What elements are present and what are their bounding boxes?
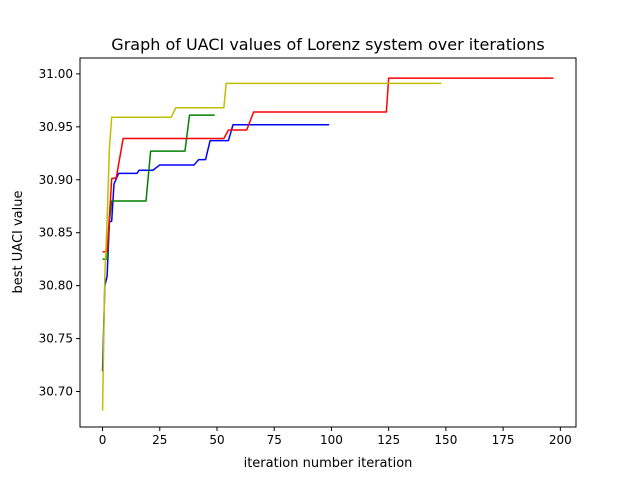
y-tick-label: 30.70	[39, 385, 73, 399]
x-tick-label: 50	[209, 433, 224, 447]
series-line-3	[102, 77, 554, 253]
x-tick-label: 0	[99, 433, 107, 447]
x-tick-label: 100	[320, 433, 343, 447]
y-tick-label: 31.00	[39, 67, 73, 81]
x-tick-label: 125	[377, 433, 400, 447]
y-axis: 30.70 30.75 30.80 30.85 30.90 30.95 31.00	[39, 67, 80, 399]
x-tick-label: 200	[549, 433, 572, 447]
series-layer	[101, 77, 554, 411]
y-tick-label: 30.85	[39, 226, 73, 240]
x-tick-label: 75	[267, 433, 282, 447]
y-axis-label: best UACI value	[11, 191, 26, 294]
x-tick-label: 150	[434, 433, 457, 447]
y-tick-label: 30.95	[39, 120, 73, 134]
y-tick-label: 30.80	[39, 279, 73, 293]
x-axis-label: iteration number iteration	[244, 456, 413, 471]
y-tick-label: 30.90	[39, 173, 73, 187]
x-tick-label: 175	[492, 433, 515, 447]
x-tick-label: 25	[152, 433, 167, 447]
plot-area-frame	[79, 57, 577, 428]
y-tick-label: 30.75	[39, 332, 73, 346]
chart-title: Graph of UACI values of Lorenz system ov…	[111, 35, 544, 54]
x-axis: 0 25 50 75 100 125 150 175 200	[99, 427, 572, 447]
series-line-4	[101, 82, 442, 411]
